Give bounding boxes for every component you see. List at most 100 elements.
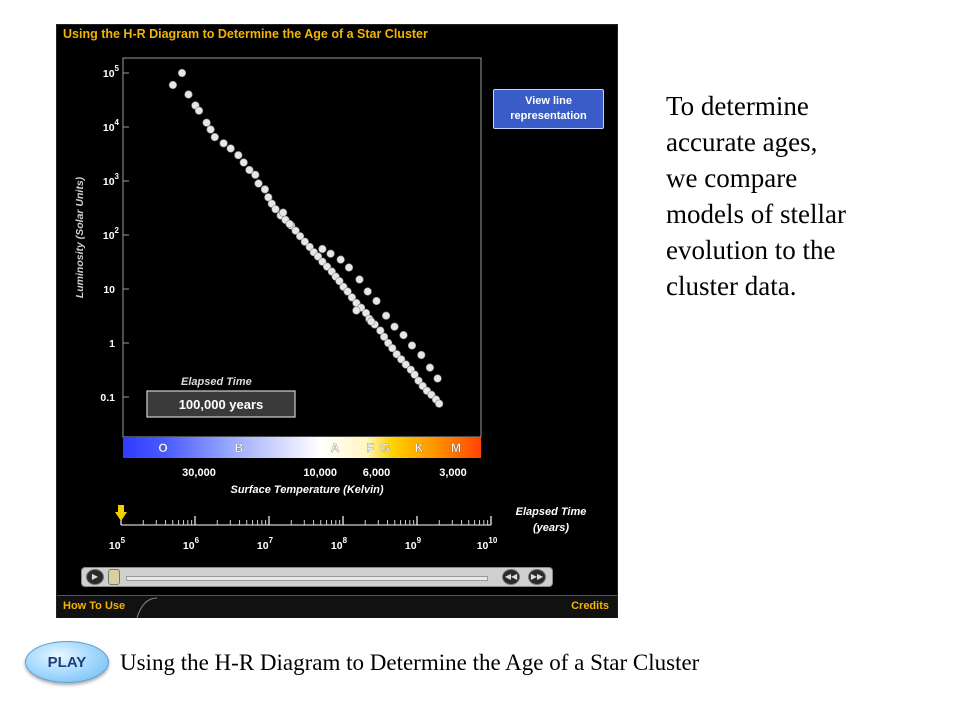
play-icon[interactable]: ▶ xyxy=(86,569,104,585)
star-point xyxy=(326,249,335,258)
elapsed-time-box xyxy=(146,390,296,418)
y-tick-label: 104 xyxy=(103,118,120,134)
x-tick-label: 10,000 xyxy=(303,467,337,479)
timeline-tick-label: 106 xyxy=(183,536,200,552)
star-point xyxy=(239,158,248,167)
star-point xyxy=(425,363,435,372)
plot-frame xyxy=(122,57,482,438)
spectral-class-label: B xyxy=(235,441,244,455)
timeline-label: Elapsed Time xyxy=(516,506,587,518)
hr-diagram: Luminosity (Solar Units)1051041031021010… xyxy=(74,57,587,552)
timeline-tick-label: 109 xyxy=(405,536,422,552)
animation-window: Using the H-R Diagram to Determine the A… xyxy=(56,24,618,618)
timeline-unit-label: (years) xyxy=(533,522,569,534)
spectral-class-label: K xyxy=(415,441,424,455)
spectral-class-label: F xyxy=(366,441,373,455)
star-point xyxy=(414,376,423,385)
star-point xyxy=(318,244,327,254)
star-point xyxy=(399,331,408,340)
time-marker-icon[interactable] xyxy=(115,505,127,521)
star-point xyxy=(344,263,354,272)
side-text-line: models of stellar xyxy=(666,199,846,229)
star-point xyxy=(376,326,385,335)
star-point xyxy=(251,170,260,179)
view-line-representation-button[interactable]: View line representation xyxy=(493,89,604,129)
fast-forward-icon[interactable]: ▶▶ xyxy=(528,569,546,585)
star-point xyxy=(355,275,364,284)
progress-track[interactable] xyxy=(126,576,488,581)
y-tick-label: 10 xyxy=(103,284,115,296)
x-axis-label: Surface Temperature (Kelvin) xyxy=(230,484,383,496)
tab-divider xyxy=(136,597,158,618)
star-point xyxy=(363,287,372,296)
star-point xyxy=(194,106,204,115)
star-point xyxy=(407,341,417,350)
star-point xyxy=(245,165,254,175)
how-to-use-link[interactable]: How To Use xyxy=(63,600,126,612)
star-point xyxy=(206,125,215,134)
star-point xyxy=(397,355,406,364)
star-point xyxy=(410,370,419,379)
star-point xyxy=(271,205,280,214)
star-point xyxy=(296,232,305,241)
star-point xyxy=(392,350,401,359)
star-point xyxy=(168,80,177,90)
play-button[interactable]: PLAY xyxy=(25,641,109,683)
x-tick-label: 30,000 xyxy=(182,467,216,479)
star-point xyxy=(335,277,344,286)
star-point xyxy=(343,287,352,296)
playback-bar: ▶ ◀◀ ▶▶ xyxy=(81,567,553,587)
star-point xyxy=(322,262,332,271)
spectral-class-label: A xyxy=(331,441,340,455)
caption: Using the H-R Diagram to Determine the A… xyxy=(120,650,700,675)
rewind-icon[interactable]: ◀◀ xyxy=(502,569,520,585)
side-text-line: we compare xyxy=(666,163,798,193)
star-point xyxy=(234,151,243,160)
app-title: Using the H-R Diagram to Determine the A… xyxy=(63,27,428,41)
star-point xyxy=(380,332,389,341)
star-point xyxy=(291,226,300,235)
star-point xyxy=(202,118,211,127)
star-point xyxy=(433,374,442,383)
star-point xyxy=(279,208,288,217)
scrubber-handle[interactable] xyxy=(108,569,120,585)
spectral-class-label: M xyxy=(451,441,461,455)
view-line-label-1: View line xyxy=(525,95,572,107)
y-tick-label: 102 xyxy=(103,226,120,242)
star-point xyxy=(254,179,263,188)
y-tick-label: 105 xyxy=(103,64,120,80)
star-point xyxy=(210,132,219,142)
star-point xyxy=(382,311,391,320)
star-point xyxy=(401,360,410,369)
star-point xyxy=(417,350,426,360)
side-text-line: To determine xyxy=(666,91,809,121)
star-point xyxy=(285,219,294,229)
spectral-class-bar xyxy=(123,437,481,458)
star-point xyxy=(177,68,187,78)
star-point xyxy=(367,317,376,326)
x-tick-label: 6,000 xyxy=(363,467,391,479)
star-point xyxy=(347,293,357,302)
elapsed-time-label: Elapsed Time xyxy=(181,376,252,388)
y-tick-label: 0.1 xyxy=(100,392,115,404)
spectral-class-label: G xyxy=(380,441,389,455)
side-text: To determine accurate ages, we compare m… xyxy=(666,88,936,304)
timeline-tick-label: 108 xyxy=(331,536,348,552)
star-point xyxy=(260,185,269,194)
star-point xyxy=(313,252,323,261)
side-text-line: evolution to the xyxy=(666,235,836,265)
star-point xyxy=(226,144,235,153)
star-point xyxy=(435,399,444,408)
elapsed-time-value: 100,000 years xyxy=(179,397,264,412)
timeline-tick-label: 107 xyxy=(257,536,274,552)
side-text-line: accurate ages, xyxy=(666,127,818,157)
timeline-tick-label: 105 xyxy=(109,536,126,552)
y-tick-label: 103 xyxy=(103,172,120,188)
play-label: PLAY xyxy=(47,653,87,671)
spectral-class-label: O xyxy=(158,441,167,455)
x-tick-label: 3,000 xyxy=(439,467,467,479)
credits-link[interactable]: Credits xyxy=(571,600,609,612)
view-line-label-2: representation xyxy=(510,110,587,122)
star-point xyxy=(388,344,397,353)
star-point xyxy=(372,296,381,306)
